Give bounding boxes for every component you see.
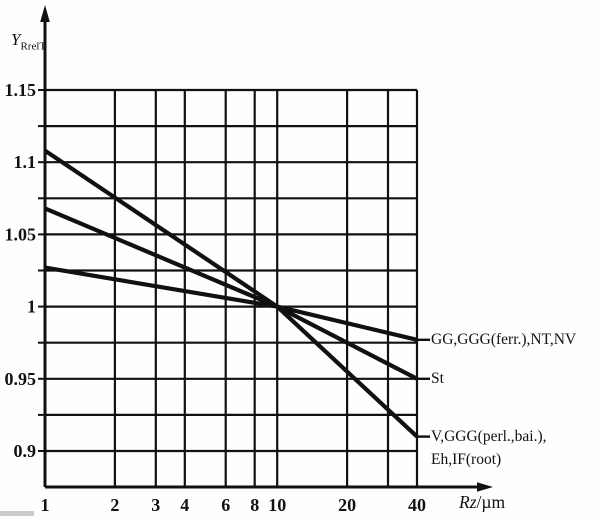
series-label-text: St	[431, 370, 444, 387]
series-line-2	[43, 148, 419, 439]
y-tick-label: 1.15	[5, 80, 37, 100]
scan-artifact	[0, 511, 34, 516]
x-axis-symbol: Rz	[459, 492, 477, 512]
y-tick-label: 0.9	[14, 441, 37, 461]
series-label-text: V,GGG(perl.,bai.),	[431, 428, 547, 445]
series-label-text: Eh,IF(root)	[431, 451, 502, 468]
y-tick-label: 1	[27, 297, 36, 317]
series-label-gg-ggg-ferr-nt-nv: GG,GGG(ferr.),NT,NV	[431, 328, 576, 351]
x-tick-label: 3	[151, 495, 160, 515]
series-label-st: St	[431, 367, 444, 390]
series-line-0	[44, 265, 418, 342]
x-tick-label: 8	[250, 495, 259, 515]
x-tick-label: 6	[221, 495, 230, 515]
y-tick-label: 1.1	[14, 152, 37, 172]
x-axis-arrow	[477, 482, 493, 492]
y-axis-arrow	[40, 5, 50, 22]
y-axis-symbol: Y	[11, 30, 21, 49]
x-tick-label: 4	[180, 495, 189, 515]
y-tick-label: 0.95	[5, 369, 37, 389]
y-axis-title: YRrelT	[11, 30, 46, 52]
x-tick-label: 2	[110, 495, 119, 515]
x-tick-label: 20	[338, 495, 356, 515]
x-axis-unit: /µm	[476, 492, 506, 512]
x-tick-label: 1	[41, 495, 50, 515]
x-tick-label: 10	[268, 495, 286, 515]
x-tick-label: 40	[408, 495, 426, 515]
x-axis-title: Rz/µm	[459, 492, 505, 513]
y-axis-subscript: RrelT	[20, 40, 47, 53]
series-label-text: GG,GGG(ferr.),NT,NV	[431, 331, 577, 348]
series-label-v-ggg-perl-bai-eh-if-root: V,GGG(perl.,bai.), Eh,IF(root)	[431, 425, 547, 471]
y-tick-label: 1.05	[5, 224, 37, 244]
